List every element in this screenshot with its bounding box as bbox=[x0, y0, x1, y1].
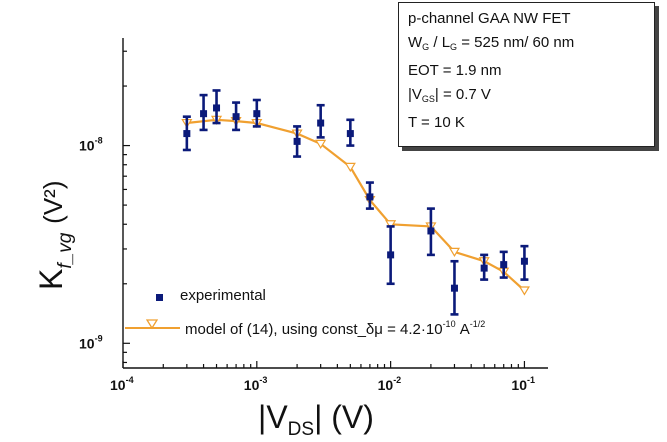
y-tick-label: 10-9 bbox=[79, 333, 103, 351]
experimental-point bbox=[365, 181, 374, 210]
x-tick-label: 10-1 bbox=[511, 375, 535, 393]
experimental-point bbox=[232, 101, 241, 132]
model-point bbox=[518, 286, 530, 296]
experimental-point bbox=[499, 250, 508, 279]
legend-square-marker-icon bbox=[156, 294, 163, 301]
experimental-point bbox=[252, 98, 261, 128]
device-type-text: p-channel GAA NW FET bbox=[408, 10, 571, 27]
legend-label-model: model of (14), using const_δμ = 4.2·10-1… bbox=[185, 319, 486, 338]
experimental-point bbox=[212, 89, 221, 125]
x-tick-label: 10-4 bbox=[110, 375, 134, 393]
device-dimensions-text: WG / LG = 525 nm/ 60 nm bbox=[408, 33, 575, 52]
legend-label-experimental: experimental bbox=[180, 287, 266, 304]
experimental-point bbox=[346, 118, 355, 147]
y-axis-ticks: 10-9 10-8 bbox=[79, 50, 130, 364]
experimental-point bbox=[386, 225, 395, 286]
experimental-point bbox=[199, 93, 208, 132]
experimental-point bbox=[426, 207, 435, 257]
experimental-series bbox=[182, 89, 529, 316]
x-axis-label: |VDS| (V) bbox=[258, 399, 374, 440]
eot-text: EOT = 1.9 nm bbox=[408, 62, 502, 79]
x-tick-label: 10-2 bbox=[378, 375, 402, 393]
model-point bbox=[385, 220, 397, 230]
model-point bbox=[448, 247, 461, 258]
experimental-point bbox=[450, 259, 459, 316]
y-axis-label: Kf_vg (V²) bbox=[33, 181, 76, 290]
model-point bbox=[315, 139, 327, 150]
model-line bbox=[186, 118, 526, 292]
experimental-point bbox=[480, 253, 489, 281]
y-tick-label: 10-8 bbox=[79, 136, 103, 154]
experimental-point bbox=[316, 103, 325, 139]
experimental-point bbox=[182, 115, 191, 152]
model-point bbox=[344, 162, 356, 173]
plot-frame bbox=[122, 38, 548, 369]
legend-triangle-marker-icon bbox=[146, 319, 158, 330]
x-tick-label: 10-3 bbox=[244, 375, 268, 393]
parameters-box: p-channel GAA NW FET WG / LG = 525 nm/ 6… bbox=[398, 2, 655, 147]
vgs-text: |VGS| = 0.7 V bbox=[408, 85, 491, 104]
x-axis-ticks: 10-4 10-3 10-2 10-1 bbox=[110, 361, 535, 393]
temperature-text: T = 10 K bbox=[408, 114, 465, 131]
experimental-point bbox=[293, 125, 302, 158]
experimental-point bbox=[520, 244, 529, 281]
